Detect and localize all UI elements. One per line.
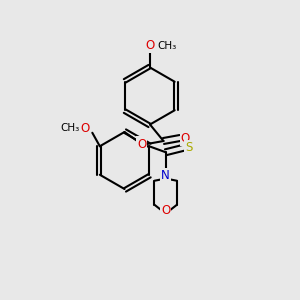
Text: O: O bbox=[146, 39, 154, 52]
Text: O: O bbox=[137, 137, 146, 151]
Text: O: O bbox=[181, 131, 190, 145]
Text: N: N bbox=[161, 169, 170, 182]
Text: CH₃: CH₃ bbox=[157, 40, 176, 51]
Text: O: O bbox=[80, 122, 89, 135]
Text: CH₃: CH₃ bbox=[60, 123, 80, 133]
Text: O: O bbox=[161, 204, 170, 217]
Text: S: S bbox=[185, 141, 193, 154]
